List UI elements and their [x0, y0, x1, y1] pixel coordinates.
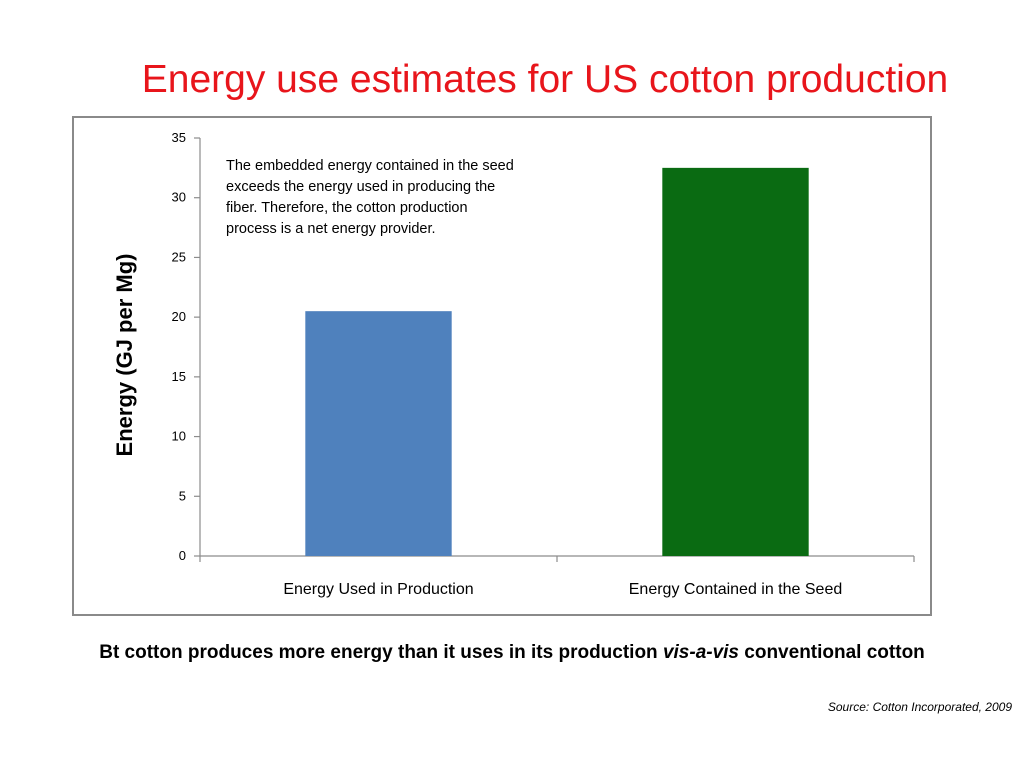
y-tick-label: 20: [172, 309, 186, 324]
annotation-line: process is a net energy provider.: [226, 221, 436, 237]
caption-text-italic: vis-a-vis: [662, 642, 739, 663]
y-tick-label: 25: [172, 249, 186, 264]
x-category-label: Energy Used in Production: [283, 581, 473, 598]
bar-2: [662, 167, 809, 556]
y-tick-label: 10: [172, 429, 186, 444]
caption-text-part1: Bt cotton produces more energy than it u…: [99, 642, 663, 663]
caption-text-part2: conventional cotton: [739, 642, 925, 663]
slide-title: Energy use estimates for US cotton produ…: [141, 58, 949, 101]
y-axis-label: Energy (GJ per Mg): [112, 254, 137, 457]
slide-caption: Bt cotton produces more energy than it u…: [0, 642, 1024, 664]
x-category-label: Energy Contained in the Seed: [629, 581, 842, 598]
annotation-line: fiber. Therefore, the cotton production: [226, 200, 468, 216]
annotation-line: The embedded energy contained in the see…: [226, 158, 514, 174]
bar-1: [305, 311, 452, 556]
y-tick-label: 0: [179, 548, 186, 563]
y-tick-label: 15: [172, 369, 186, 384]
annotation-line: exceeds the energy used in producing the: [226, 179, 495, 195]
y-tick-label: 5: [179, 488, 186, 503]
chart-frame: 0 5 10 15 20 25 30 35 Energy Used in Production E…: [72, 116, 932, 616]
bar-chart: 0 5 10 15 20 25 30 35 Energy Used in Production E…: [112, 130, 915, 598]
y-tick-label: 30: [172, 190, 186, 205]
y-tick-label: 35: [172, 130, 186, 145]
source-note: Source: Cotton Incorporated, 2009: [827, 700, 1012, 714]
